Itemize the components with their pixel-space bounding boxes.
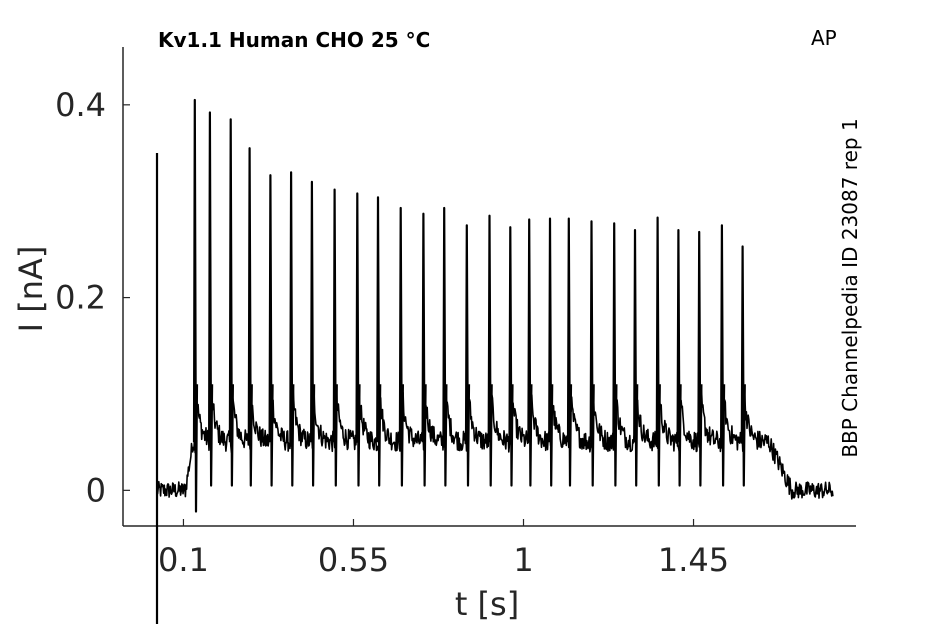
spike-18 bbox=[548, 217, 554, 487]
spike-4 bbox=[247, 147, 253, 487]
spike-15 bbox=[487, 214, 493, 487]
spike-3 bbox=[228, 118, 234, 487]
trace-layer bbox=[155, 98, 834, 624]
spike-11 bbox=[398, 206, 404, 487]
spike-20 bbox=[589, 220, 595, 487]
axes bbox=[122, 47, 856, 527]
spike-21 bbox=[612, 222, 618, 487]
spike-25 bbox=[697, 230, 703, 487]
spike-17 bbox=[527, 218, 533, 487]
x-tick-label: 0.55 bbox=[318, 541, 389, 579]
spike-5 bbox=[268, 174, 274, 487]
spike-19 bbox=[566, 217, 573, 487]
spike-13 bbox=[442, 206, 448, 487]
spike-7 bbox=[310, 180, 316, 487]
spike-8 bbox=[332, 188, 338, 487]
spike-16 bbox=[508, 226, 514, 487]
source-label: BBP Channelpedia ID 23087 rep 1 bbox=[838, 118, 862, 457]
y-axis-label: I [nA] bbox=[12, 246, 50, 333]
spike-10 bbox=[376, 196, 382, 487]
spike-12 bbox=[421, 212, 427, 487]
spike-22 bbox=[633, 229, 639, 487]
spike-14 bbox=[464, 224, 471, 487]
x-tick-label: 1.45 bbox=[658, 541, 729, 579]
y-tick-label: 0 bbox=[86, 471, 106, 509]
spike-24 bbox=[676, 229, 682, 487]
protocol-label: AP bbox=[811, 26, 837, 50]
x-ticks: 0.1 0.55 1 1.45 bbox=[158, 519, 729, 579]
x-tick-label: 1 bbox=[513, 541, 533, 579]
current-trace bbox=[156, 386, 834, 500]
spike-26 bbox=[720, 224, 726, 487]
y-ticks: 0 0.2 0.4 bbox=[55, 86, 130, 509]
y-tick-label: 0.4 bbox=[55, 86, 106, 124]
chart-title: Kv1.1 Human CHO 25 °C bbox=[158, 28, 430, 52]
spike-23 bbox=[655, 216, 661, 487]
spike-27 bbox=[740, 245, 746, 487]
spike-1 bbox=[192, 98, 199, 513]
spike-9 bbox=[355, 192, 361, 487]
x-tick-label: 0.1 bbox=[158, 541, 209, 579]
y-tick-label: 0.2 bbox=[55, 279, 106, 317]
spike-2 bbox=[208, 111, 214, 487]
x-axis-label: t [s] bbox=[455, 585, 519, 623]
spike-6 bbox=[289, 171, 295, 487]
